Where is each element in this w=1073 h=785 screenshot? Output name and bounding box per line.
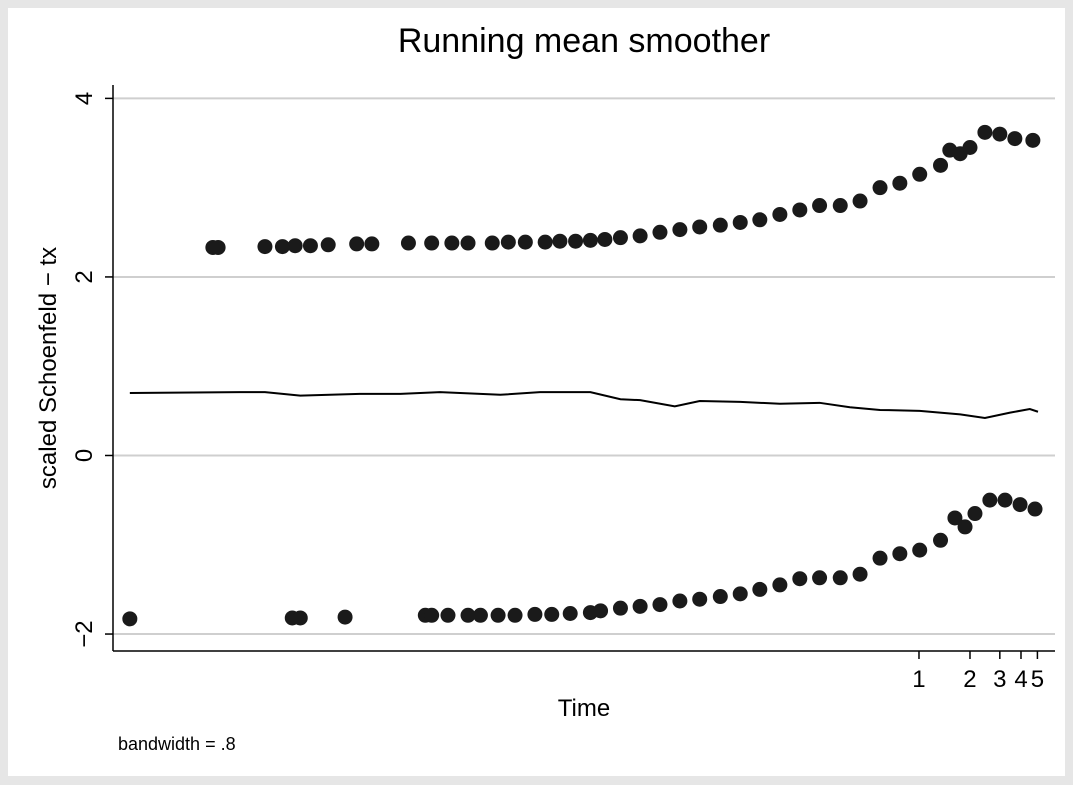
point	[1007, 131, 1023, 147]
point	[852, 566, 868, 582]
x-tick-label: 3	[993, 666, 1006, 693]
point	[712, 589, 728, 605]
chart-title: Running mean smoother	[398, 22, 770, 60]
y-axis-label: scaled Schoenfeld − tx	[35, 247, 62, 489]
point	[612, 230, 628, 246]
point	[274, 239, 290, 255]
point	[812, 198, 828, 214]
point	[672, 222, 688, 238]
point	[364, 236, 380, 252]
point	[593, 603, 609, 619]
note: bandwidth = .8	[118, 734, 236, 754]
point	[732, 586, 748, 602]
point	[1012, 497, 1028, 513]
point	[712, 217, 728, 233]
x-tick-label: 1	[912, 666, 925, 693]
point	[507, 607, 523, 623]
point	[912, 166, 928, 182]
x-axis-label: Time	[558, 695, 610, 722]
point	[772, 577, 788, 593]
point	[672, 593, 688, 609]
y-tick-label: −2	[71, 620, 98, 647]
point	[490, 607, 506, 623]
point	[892, 546, 908, 562]
point	[292, 610, 308, 626]
point	[552, 233, 568, 249]
point	[933, 532, 949, 548]
point	[632, 228, 648, 244]
point	[872, 550, 888, 566]
point	[562, 606, 578, 622]
point	[568, 233, 584, 249]
point	[732, 214, 748, 230]
point	[440, 607, 456, 623]
x-tick-label: 5	[1031, 666, 1044, 693]
point	[287, 238, 303, 254]
point	[992, 126, 1008, 142]
point	[527, 606, 543, 622]
point	[977, 124, 993, 140]
point	[752, 581, 768, 597]
point	[612, 600, 628, 616]
point	[872, 180, 888, 196]
point	[812, 570, 828, 586]
point	[484, 235, 500, 251]
point	[912, 542, 928, 558]
point	[517, 234, 533, 250]
point	[692, 219, 708, 235]
point	[792, 202, 808, 218]
point	[1027, 501, 1043, 517]
point	[582, 232, 598, 248]
point	[692, 591, 708, 607]
point	[982, 492, 998, 508]
y-tick-label: 2	[71, 270, 98, 283]
point	[852, 193, 868, 209]
point	[962, 139, 978, 155]
point	[752, 212, 768, 228]
y-tick-label: 0	[71, 449, 98, 462]
point	[444, 235, 460, 251]
point	[933, 157, 949, 173]
point	[832, 198, 848, 214]
point	[892, 175, 908, 191]
point	[122, 611, 138, 627]
point	[320, 237, 336, 253]
point	[597, 231, 613, 247]
point	[544, 606, 560, 622]
point	[792, 571, 808, 587]
point	[537, 234, 553, 250]
point	[772, 206, 788, 222]
point	[632, 598, 648, 614]
point	[302, 238, 318, 254]
y-tick-label: 4	[71, 92, 98, 105]
point	[997, 492, 1013, 508]
point	[257, 239, 273, 255]
point	[957, 519, 973, 535]
point	[424, 235, 440, 251]
point	[967, 506, 983, 522]
point	[400, 235, 416, 251]
point	[472, 607, 488, 623]
point	[947, 510, 963, 526]
point	[210, 239, 226, 255]
point	[460, 235, 476, 251]
point	[652, 597, 668, 613]
point	[1025, 132, 1041, 148]
point	[337, 609, 353, 625]
smooth-line	[129, 391, 1039, 420]
point	[424, 607, 440, 623]
point	[652, 224, 668, 240]
point	[460, 607, 476, 623]
x-tick-label: 2	[963, 666, 976, 693]
point	[349, 236, 365, 252]
point	[832, 570, 848, 586]
point	[500, 234, 516, 250]
x-tick-label: 4	[1014, 666, 1027, 693]
